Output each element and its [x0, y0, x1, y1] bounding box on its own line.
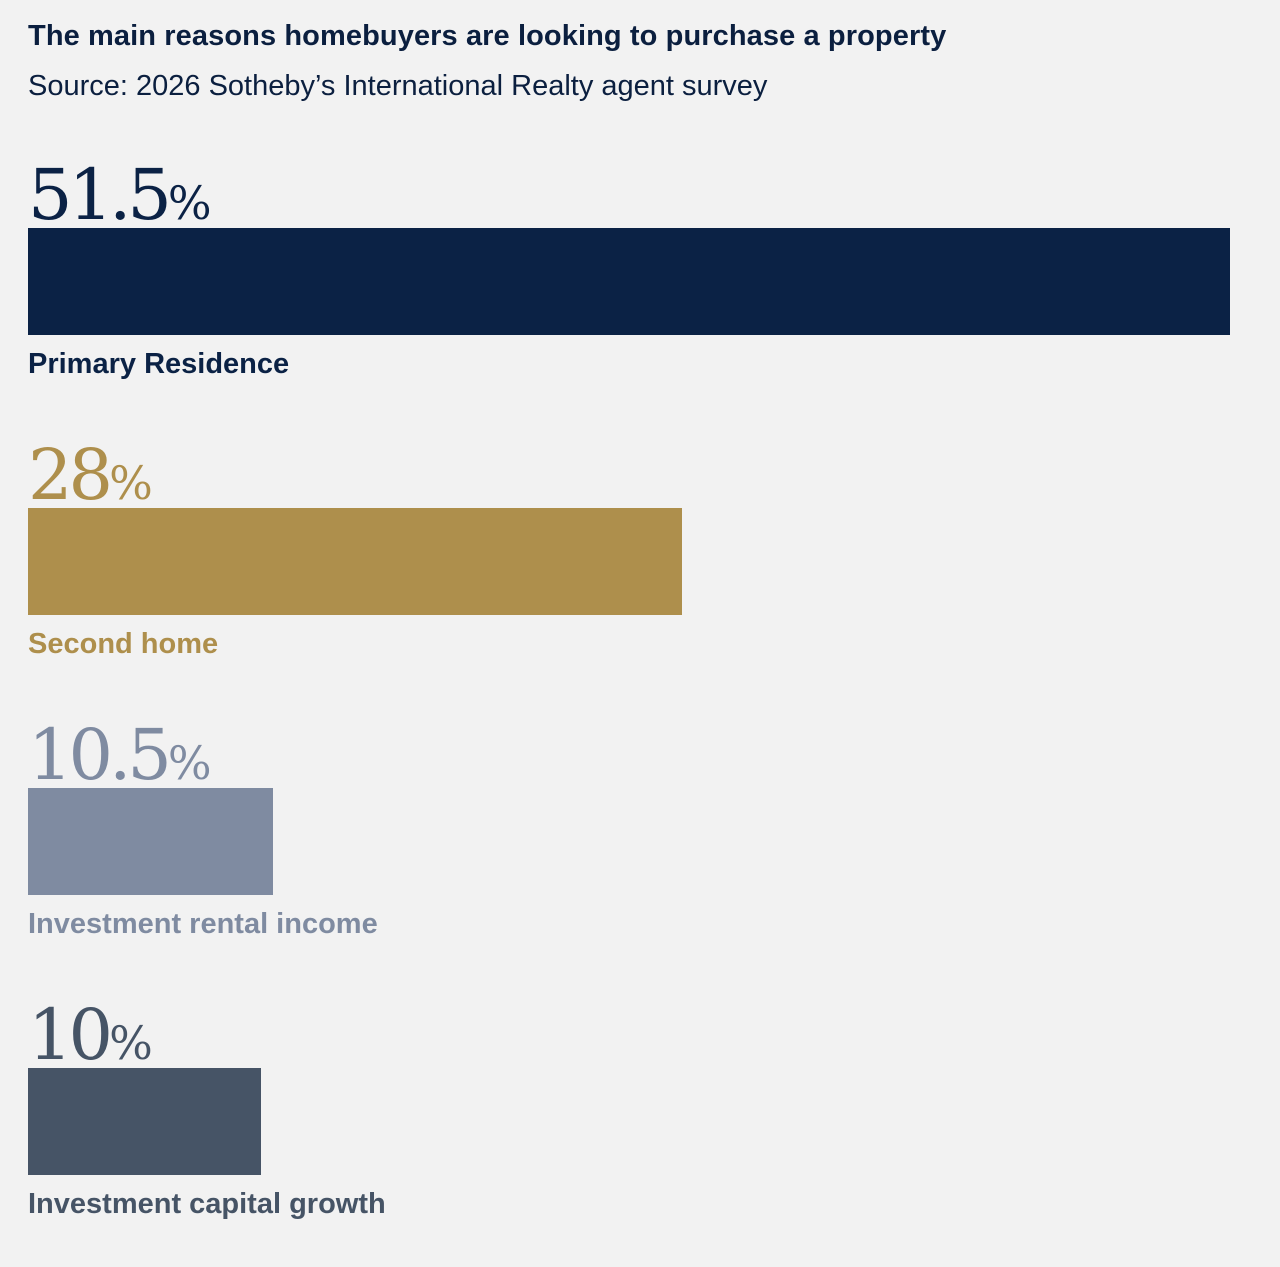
- bar-value-label: 51.5%: [28, 160, 212, 230]
- bar: [28, 228, 1230, 335]
- chart-subtitle: Source: 2026 Sotheby’s International Rea…: [28, 70, 768, 102]
- bar-category-label: Investment rental income: [28, 908, 378, 940]
- bar-value-unit: %: [167, 736, 212, 790]
- bar-value-label: 10.5%: [28, 720, 212, 790]
- bar-value-number: 10.5: [28, 714, 172, 796]
- bar-value-number: 10: [28, 994, 113, 1076]
- bar-value-label: 10%: [28, 1000, 153, 1070]
- bar: [28, 1068, 261, 1175]
- bar-category-label: Investment capital growth: [28, 1188, 386, 1220]
- bar: [28, 788, 273, 895]
- bar-value-number: 51.5: [28, 154, 172, 236]
- bar-value-unit: %: [109, 1016, 153, 1070]
- bar-value-unit: %: [109, 456, 153, 510]
- bar-value-unit: %: [167, 176, 212, 230]
- bar-value-label: 28%: [28, 440, 153, 510]
- bar-category-label: Second home: [28, 628, 219, 660]
- bar-category-label: Primary Residence: [28, 348, 290, 380]
- bar: [28, 508, 682, 615]
- bar-value-number: 28: [28, 434, 113, 516]
- chart-title: The main reasons homebuyers are looking …: [28, 20, 947, 52]
